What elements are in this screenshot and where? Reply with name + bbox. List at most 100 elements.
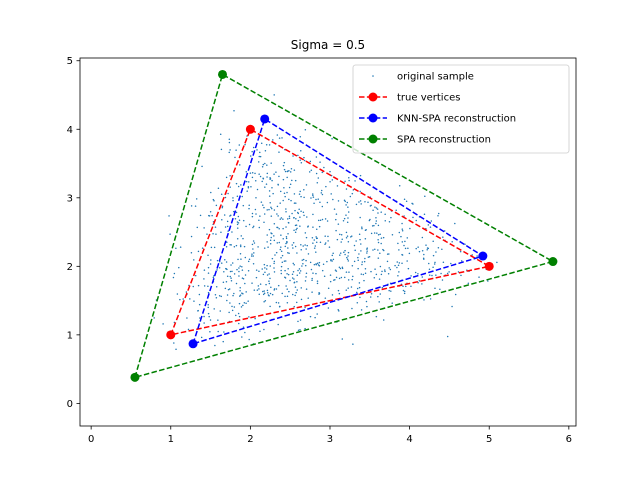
sample-point xyxy=(370,292,373,295)
sample-point xyxy=(288,186,291,189)
sample-point xyxy=(361,263,363,266)
sample-point xyxy=(266,274,269,276)
sample-point xyxy=(354,249,356,251)
sample-point xyxy=(341,338,344,340)
sample-point xyxy=(294,245,297,248)
sample-point xyxy=(344,253,346,256)
sample-point xyxy=(316,280,319,282)
sample-point xyxy=(286,288,288,290)
sample-point xyxy=(250,255,253,257)
sample-point xyxy=(315,263,317,265)
sample-point xyxy=(339,254,341,256)
sample-point xyxy=(302,211,305,214)
vertex-marker xyxy=(166,330,176,340)
sample-point xyxy=(321,193,324,196)
sample-point xyxy=(266,172,269,175)
sample-point xyxy=(310,268,313,271)
sample-point xyxy=(396,261,398,263)
x-tick-label: 1 xyxy=(168,434,174,445)
sample-point xyxy=(340,276,343,279)
sample-point xyxy=(384,213,386,215)
sample-point xyxy=(313,263,316,266)
sample-point xyxy=(231,231,233,233)
sample-point xyxy=(373,232,376,234)
sample-point xyxy=(335,213,338,215)
sample-point xyxy=(317,219,320,222)
sample-point xyxy=(337,309,339,311)
sample-point xyxy=(259,215,261,217)
sample-point xyxy=(318,261,321,264)
sample-point xyxy=(316,313,318,315)
sample-point xyxy=(442,261,445,263)
sample-point xyxy=(353,260,356,263)
x-tick-label: 2 xyxy=(247,434,253,445)
sample-point xyxy=(321,171,324,174)
sample-point xyxy=(403,290,406,293)
sample-point xyxy=(374,206,376,208)
sample-point xyxy=(316,282,319,285)
sample-point xyxy=(295,202,297,204)
sample-point xyxy=(239,265,241,267)
sample-point xyxy=(229,175,231,177)
sample-point xyxy=(212,232,214,235)
sample-point xyxy=(345,188,348,190)
sample-point xyxy=(467,282,470,284)
sample-point xyxy=(264,162,266,165)
sample-point xyxy=(388,221,391,223)
sample-point xyxy=(239,294,242,296)
sample-point xyxy=(278,151,280,153)
sample-point xyxy=(381,270,383,273)
sample-point xyxy=(226,220,229,223)
sample-point xyxy=(321,205,324,208)
sample-point xyxy=(244,143,246,146)
sample-point xyxy=(329,274,332,276)
sample-point xyxy=(360,309,363,311)
sample-point xyxy=(229,149,231,151)
sample-point xyxy=(350,286,353,288)
sample-point xyxy=(351,278,353,281)
sample-point xyxy=(403,198,406,201)
x-tick-label: 3 xyxy=(327,434,333,445)
sample-point xyxy=(241,292,243,294)
sample-point xyxy=(277,302,280,304)
sample-point xyxy=(223,270,225,273)
sample-point xyxy=(244,282,246,285)
sample-point xyxy=(421,276,424,278)
sample-point xyxy=(232,197,234,199)
sample-point xyxy=(264,186,266,188)
sample-point xyxy=(275,171,277,173)
sample-point xyxy=(262,273,265,276)
sample-point xyxy=(265,144,268,146)
sample-point xyxy=(285,237,288,240)
sample-point xyxy=(263,301,265,303)
sample-point xyxy=(302,258,305,261)
sample-point xyxy=(348,271,350,273)
sample-point xyxy=(291,244,294,246)
sample-point xyxy=(256,149,258,151)
sample-point xyxy=(229,302,231,304)
sample-point xyxy=(338,277,341,280)
sample-point xyxy=(251,172,254,174)
sample-point xyxy=(235,314,237,317)
sample-point xyxy=(287,273,290,276)
sample-point xyxy=(235,244,238,247)
sample-point xyxy=(348,179,350,182)
sample-point xyxy=(273,288,276,290)
sample-point xyxy=(229,214,232,216)
sample-point xyxy=(251,176,254,179)
sample-point xyxy=(236,237,239,240)
sample-point xyxy=(366,252,368,254)
sample-point xyxy=(252,263,255,265)
sample-point xyxy=(346,201,349,204)
legend-entry: original sample xyxy=(372,72,474,83)
sample-point xyxy=(280,234,282,236)
sample-point xyxy=(225,267,227,270)
sample-point xyxy=(294,179,297,182)
sample-point xyxy=(359,296,361,299)
sample-point xyxy=(361,227,363,230)
sample-point xyxy=(293,216,295,219)
sample-point xyxy=(215,233,217,235)
sample-point xyxy=(179,298,181,301)
sample-point xyxy=(226,294,229,296)
sample-point xyxy=(229,270,232,273)
